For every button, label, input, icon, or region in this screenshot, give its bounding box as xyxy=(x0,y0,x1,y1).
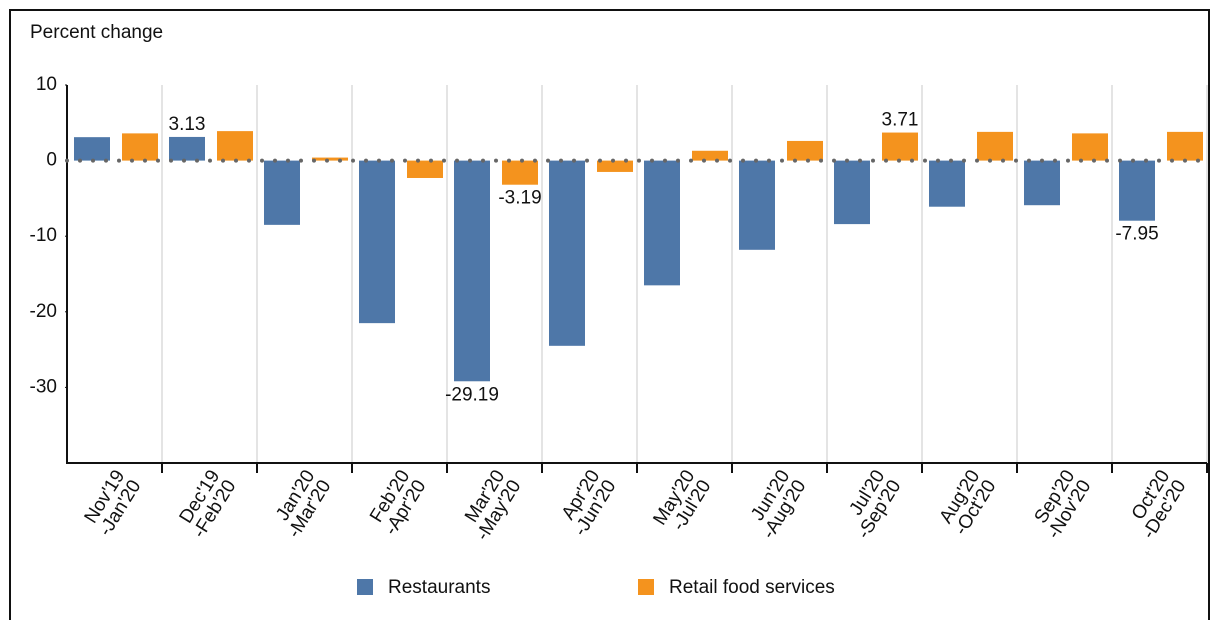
bar xyxy=(787,140,823,161)
x-tick-label-group: Aug'20-Oct'20 xyxy=(936,466,1001,539)
bar xyxy=(74,137,110,161)
bar xyxy=(549,160,585,346)
legend-label: Restaurants xyxy=(388,577,490,598)
x-tick-label-group: Sep'20-Nov'20 xyxy=(1031,466,1096,542)
bar xyxy=(264,160,300,225)
bar xyxy=(502,160,538,185)
y-tick-label: 0 xyxy=(46,150,57,171)
y-tick-label: -20 xyxy=(30,301,57,322)
bar xyxy=(359,160,395,324)
bar xyxy=(312,157,348,161)
legend-label: Retail food services xyxy=(669,577,835,598)
value-label: -7.95 xyxy=(1115,224,1158,245)
y-tick-label: -30 xyxy=(30,376,57,397)
legend-swatch xyxy=(357,579,373,595)
bar xyxy=(882,132,918,161)
bar xyxy=(122,133,158,161)
x-tick-label-group: Nov'19-Jan'20 xyxy=(81,466,146,540)
x-tick-label-group: Jun'20-Aug'20 xyxy=(747,466,810,542)
bar xyxy=(407,160,443,178)
value-label: 3.13 xyxy=(169,114,206,135)
bar xyxy=(1024,160,1060,206)
y-tick-label: 10 xyxy=(36,74,57,95)
bar xyxy=(977,131,1013,161)
x-tick-label-group: Feb'20-Apr'20 xyxy=(366,466,430,539)
x-tick-label-group: Oct'20-Dec'20 xyxy=(1128,466,1191,542)
x-tick-label-group: Mar'20-May'20 xyxy=(461,466,525,544)
x-tick-label-group: Jan'20-Mar'20 xyxy=(272,466,335,541)
bar xyxy=(1119,160,1155,221)
x-tick-label-group: May'20-Jul'20 xyxy=(649,466,715,534)
y-tick-label: -10 xyxy=(30,225,57,246)
x-tick-label-group: Apr'20-Jun'20 xyxy=(558,466,621,540)
x-tick-label-group: Jul'20-Sep'20 xyxy=(846,466,906,542)
bar xyxy=(597,160,633,172)
frame xyxy=(9,9,1210,620)
bar xyxy=(169,136,205,161)
bar xyxy=(1072,133,1108,161)
bar xyxy=(454,160,490,382)
bar xyxy=(217,131,253,161)
bar xyxy=(692,150,728,161)
bar xyxy=(1167,131,1203,161)
value-label: 3.71 xyxy=(882,110,919,131)
y-axis-title: Percent change xyxy=(30,22,163,43)
bar xyxy=(739,160,775,250)
value-label: -3.19 xyxy=(498,188,541,209)
bar xyxy=(644,160,680,286)
x-tick-label-group: Dec'19-Feb'20 xyxy=(176,466,241,541)
bar xyxy=(834,160,870,225)
legend-swatch xyxy=(638,579,654,595)
value-label: -29.19 xyxy=(445,384,499,405)
bar xyxy=(929,160,965,207)
